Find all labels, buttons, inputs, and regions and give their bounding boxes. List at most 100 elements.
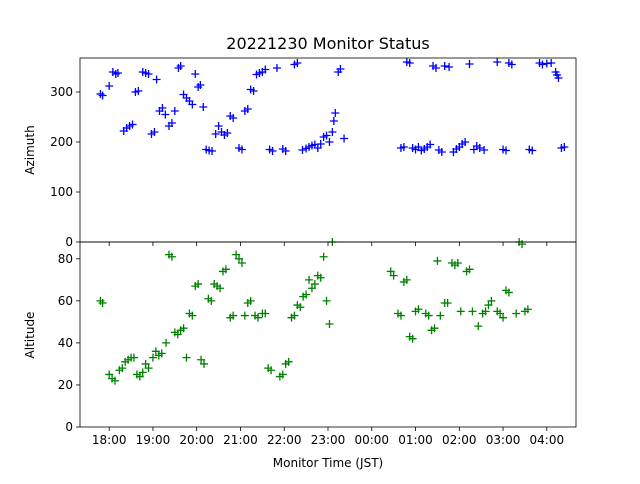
- data-point: [179, 324, 188, 333]
- y-tick-label: 100: [50, 185, 73, 199]
- x-tick-label: 02:00: [442, 433, 477, 447]
- data-point: [229, 114, 238, 122]
- data-point: [408, 334, 417, 343]
- data-point: [399, 143, 408, 151]
- y-tick-label: 40: [58, 336, 73, 350]
- data-point: [105, 82, 114, 90]
- x-tick-label: 21:00: [223, 433, 258, 447]
- y-tick-label: 200: [50, 135, 73, 149]
- azimuth-axis-label: Azimuth: [23, 125, 37, 174]
- data-point: [111, 376, 120, 385]
- data-point: [214, 122, 223, 130]
- data-point: [113, 69, 122, 77]
- data-point: [188, 100, 197, 109]
- data-point: [191, 70, 200, 78]
- data-point: [278, 370, 287, 379]
- data-point: [487, 296, 496, 305]
- x-tick-label: 00:00: [354, 433, 389, 447]
- x-tick-label: 04:00: [530, 433, 565, 447]
- data-point: [484, 301, 493, 310]
- data-point: [196, 81, 205, 89]
- data-point: [284, 357, 293, 366]
- altitude-plot-frame: [79, 241, 577, 428]
- x-tick-label: 22:00: [267, 433, 302, 447]
- data-point: [431, 64, 440, 72]
- data-point: [298, 146, 307, 154]
- data-point: [237, 145, 246, 154]
- chart-title: 20221230 Monitor Status: [226, 34, 429, 53]
- data-point: [296, 303, 305, 312]
- data-point: [173, 330, 182, 339]
- data-point: [474, 322, 483, 331]
- data-point: [243, 105, 252, 113]
- data-point: [538, 60, 547, 69]
- data-point: [340, 134, 349, 143]
- data-point: [433, 256, 442, 265]
- data-point: [161, 110, 170, 119]
- data-point: [437, 148, 446, 156]
- data-point: [302, 290, 311, 299]
- x-tick-label: 01:00: [398, 433, 433, 447]
- data-point: [329, 117, 338, 125]
- data-point: [402, 275, 411, 284]
- data-point: [501, 146, 510, 155]
- x-tick-label: 20:00: [179, 433, 214, 447]
- data-point: [135, 372, 144, 381]
- data-point: [144, 364, 153, 373]
- data-point: [523, 305, 532, 314]
- data-point: [188, 311, 197, 320]
- data-point: [445, 63, 454, 71]
- data-point: [253, 313, 262, 322]
- data-point: [518, 240, 527, 249]
- data-point: [235, 254, 244, 263]
- data-point: [443, 298, 452, 307]
- data-point: [493, 58, 502, 66]
- data-point: [216, 284, 225, 293]
- data-point: [207, 296, 216, 305]
- data-point: [261, 309, 270, 318]
- data-point: [468, 307, 477, 316]
- data-point: [98, 91, 107, 100]
- data-point: [293, 59, 302, 67]
- data-point: [261, 65, 270, 74]
- data-point: [162, 338, 171, 347]
- y-tick-label: 80: [58, 252, 73, 266]
- data-point: [223, 129, 232, 137]
- y-tick-label: 0: [65, 420, 73, 434]
- y-tick-label: 300: [50, 85, 73, 99]
- data-point: [440, 62, 449, 70]
- x-tick-label: 23:00: [311, 433, 346, 447]
- data-point: [328, 128, 337, 136]
- data-point: [208, 147, 217, 155]
- data-point: [281, 147, 290, 155]
- x-tick-label: 19:00: [136, 433, 171, 447]
- data-point: [481, 307, 490, 316]
- data-point: [200, 359, 208, 368]
- data-point: [319, 252, 328, 261]
- x-tick-label: 03:00: [486, 433, 521, 447]
- data-point: [246, 296, 255, 305]
- data-point: [465, 265, 474, 274]
- data-point: [290, 311, 299, 320]
- data-point: [496, 309, 505, 318]
- data-point: [194, 280, 203, 289]
- data-point: [507, 60, 516, 69]
- data-point: [386, 267, 395, 276]
- data-point: [240, 311, 249, 320]
- data-point: [325, 319, 334, 328]
- data-point: [430, 324, 439, 333]
- data-point: [396, 311, 405, 320]
- x-tick-label: 18:00: [92, 433, 127, 447]
- data-point: [170, 107, 179, 115]
- data-point: [405, 59, 414, 67]
- data-point: [182, 353, 191, 362]
- data-point: [322, 296, 331, 305]
- data-point: [176, 62, 185, 70]
- data-point: [267, 366, 276, 375]
- data-point: [134, 87, 143, 95]
- data-point: [128, 120, 137, 129]
- data-point: [232, 250, 241, 259]
- altitude-axis-label: Altitude: [23, 312, 37, 359]
- data-point: [118, 364, 127, 373]
